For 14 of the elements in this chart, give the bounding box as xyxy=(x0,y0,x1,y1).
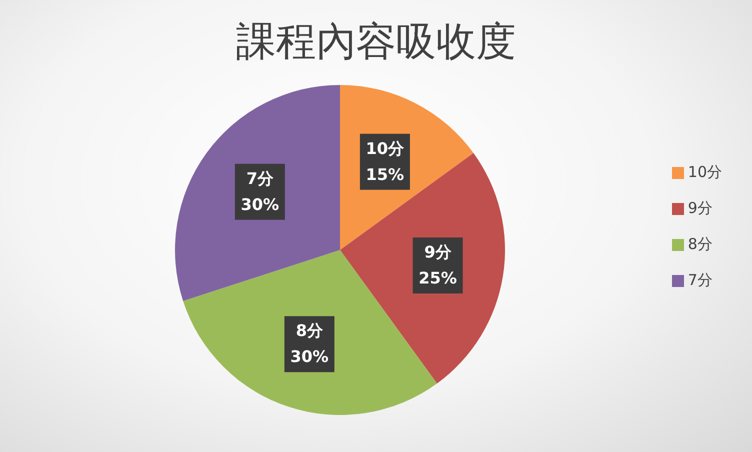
slice-label: 10分 xyxy=(366,138,406,158)
slice-label: 8分 xyxy=(296,321,324,340)
data-label: 25% xyxy=(418,268,457,288)
data-label: 30% xyxy=(240,194,280,214)
data-label: 15% xyxy=(366,164,404,184)
slice-label: 7分 xyxy=(246,168,274,188)
slice-label: 9分 xyxy=(424,242,452,262)
legend-label: 10分 xyxy=(688,163,722,181)
legend-label: 7分 xyxy=(688,271,712,289)
data-label: 30% xyxy=(290,347,329,366)
chart-title: 課程內容吸收度 xyxy=(235,18,517,66)
legend-label: 9分 xyxy=(688,199,712,217)
pie-slice xyxy=(175,85,340,301)
legend-label: 8分 xyxy=(688,235,712,253)
